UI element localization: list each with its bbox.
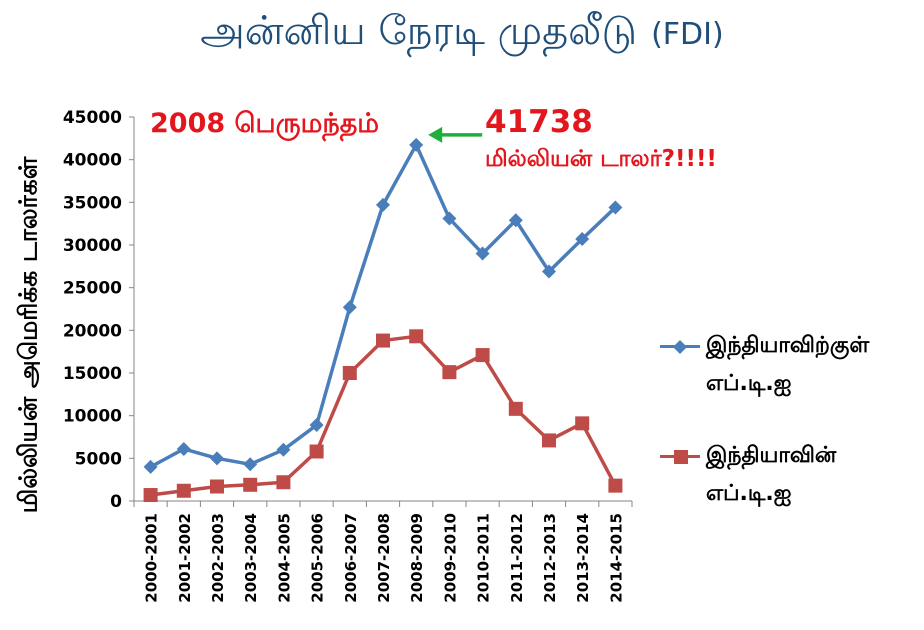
data-point-outflow	[309, 444, 324, 459]
x-tick-label: 2011-2012	[508, 513, 526, 603]
x-tick-label: 2000-2001	[143, 513, 161, 603]
chart-title: அன்னிய நேரடி முதலீடு (FDI)	[0, 8, 924, 59]
data-point-outflow	[143, 488, 158, 503]
data-point-inflow	[475, 246, 490, 261]
data-point-outflow	[376, 333, 390, 348]
x-tick-label: 2009-2010	[441, 513, 459, 603]
y-tick-label: 35000	[63, 193, 122, 213]
data-point-inflow	[243, 457, 258, 472]
unit-annotation: மில்லியன் டாலர்?!!!!	[485, 146, 717, 172]
x-tick-label: 2002-2003	[209, 513, 227, 603]
data-point-inflow	[176, 441, 191, 456]
data-point-inflow	[210, 451, 224, 466]
x-tick-label: 2012-2013	[541, 513, 559, 603]
data-point-outflow	[442, 365, 457, 380]
y-tick-label: 0	[110, 492, 122, 512]
recession-annotation: 2008 பெருமந்தம்	[150, 108, 380, 139]
series-markers	[143, 137, 623, 503]
y-tick-label: 5000	[75, 449, 122, 469]
x-tick-label: 2013-2014	[574, 513, 592, 603]
x-tick-label: 2006-2007	[342, 513, 360, 603]
data-point-inflow	[342, 300, 357, 315]
x-tick-label: 2001-2002	[176, 513, 194, 603]
chart-title-suffix: (FDI)	[651, 17, 724, 52]
data-point-inflow	[409, 137, 424, 152]
y-tick-label: 25000	[63, 279, 122, 299]
x-tick-label: 2005-2006	[309, 513, 327, 603]
data-point-outflow	[608, 478, 623, 493]
data-point-outflow	[276, 475, 291, 490]
y-tick-label: 40000	[63, 151, 122, 171]
chart-title-main: அன்னிய நேரடி முதலீடு	[200, 8, 638, 54]
data-point-inflow	[608, 200, 623, 215]
data-point-inflow	[542, 264, 556, 279]
data-point-inflow	[276, 442, 291, 457]
peak-value-annotation: 41738	[485, 104, 593, 140]
data-point-outflow	[542, 433, 556, 448]
y-tick-label: 10000	[63, 407, 122, 427]
data-point-outflow	[409, 329, 424, 344]
data-point-outflow	[210, 479, 224, 494]
x-tick-label: 2008-2009	[408, 513, 426, 603]
chart-axes: 0 5000 10000 15000 20000 25000 30000 35000 40000…	[63, 108, 633, 603]
data-point-outflow	[475, 348, 490, 363]
series-line-0	[149, 143, 617, 469]
peak-arrow	[428, 126, 483, 143]
data-point-inflow	[143, 459, 158, 474]
data-point-inflow	[508, 213, 523, 228]
legend-label-outflow: இந்தியாவின் எப்.டி.ஐ	[706, 443, 837, 506]
y-tick-label: 20000	[63, 321, 122, 341]
x-tick-label: 2010-2011	[475, 513, 493, 603]
data-point-outflow	[243, 477, 258, 492]
legend-marker-inflow	[673, 340, 687, 354]
data-point-outflow	[508, 401, 523, 416]
data-point-inflow	[309, 418, 324, 433]
legend-label-inflow: இந்தியாவிற்குள் எப்.டி.ஐ	[706, 333, 870, 396]
data-point-inflow	[575, 232, 590, 247]
x-tick-label: 2004-2005	[275, 513, 293, 603]
x-tick-label: 2014-2015	[607, 513, 625, 603]
y-tick-label: 30000	[63, 236, 122, 256]
data-point-outflow	[176, 483, 191, 498]
arrow-head	[428, 126, 443, 143]
data-point-inflow	[376, 197, 390, 212]
series-line-1	[150, 334, 617, 497]
legend-marker-outflow	[674, 450, 688, 464]
y-tick-label: 45000	[63, 108, 122, 128]
data-point-outflow	[575, 416, 590, 431]
x-tick-label: 2007-2008	[375, 513, 393, 603]
data-point-inflow	[442, 211, 457, 226]
x-tick-label: 2003-2004	[242, 513, 260, 603]
data-point-outflow	[342, 366, 357, 380]
y-tick-label: 15000	[63, 364, 122, 384]
